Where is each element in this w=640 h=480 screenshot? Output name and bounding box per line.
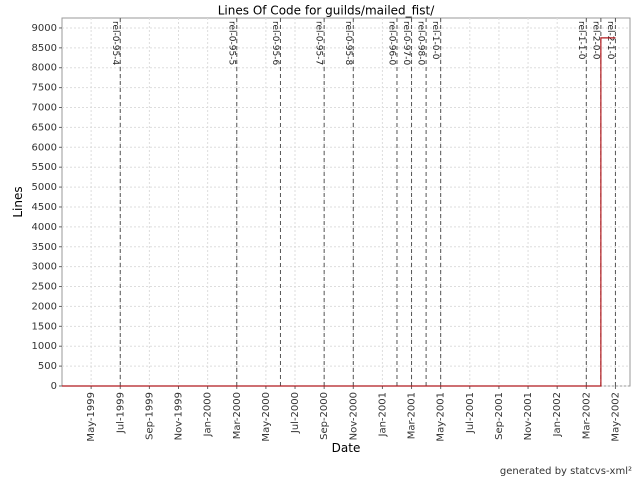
- release-label: rel-0-95-4: [110, 21, 120, 65]
- y-tick-label: 4000: [32, 222, 57, 233]
- release-label: rel-1-1-0: [576, 21, 586, 60]
- release-label: rel-0-96-0: [386, 21, 396, 65]
- x-tick-label: Sep-1999: [144, 392, 155, 440]
- x-tick-label: May-2001: [436, 392, 447, 442]
- y-tick-label: 500: [38, 361, 57, 372]
- x-tick-label: Sep-2001: [494, 392, 505, 440]
- y-tick-label: 3000: [32, 262, 57, 273]
- x-tick-label: Jan-2002: [552, 392, 563, 437]
- y-tick-label: 2500: [32, 282, 57, 293]
- x-tick-label: Nov-2001: [523, 392, 534, 440]
- y-axis-title: Lines: [11, 186, 25, 217]
- y-tick-label: 6000: [32, 142, 57, 153]
- series-line: [62, 37, 616, 387]
- x-tick-label: Mar-2001: [407, 392, 418, 439]
- y-tick-label: 4500: [32, 202, 57, 213]
- release-label: rel-2-1-0: [605, 21, 615, 60]
- x-tick-label: Mar-2000: [232, 392, 243, 439]
- x-tick-label: Mar-2002: [581, 392, 592, 439]
- plot-area: [61, 17, 631, 387]
- y-tick-label: 3500: [32, 242, 57, 253]
- release-label: rel-0-95-8: [343, 21, 353, 65]
- x-tick-label: Jan-2000: [203, 392, 214, 437]
- y-tick-label: 7000: [32, 103, 57, 114]
- y-tick-label: 5500: [32, 162, 57, 173]
- y-tick-label: 1000: [32, 341, 57, 352]
- x-tick-label: Jan-2001: [377, 392, 388, 437]
- release-label: rel-1-0-0: [430, 21, 440, 60]
- y-tick-label: 5000: [32, 182, 57, 193]
- x-axis-title: Date: [332, 441, 361, 455]
- x-tick-label: May-2000: [261, 392, 272, 442]
- x-tick-label: Jul-2000: [290, 392, 301, 434]
- y-tick-label: 8500: [32, 43, 57, 54]
- footer: generated by statcvs-xml²: [500, 466, 632, 477]
- release-label: rel-2-0-0: [590, 21, 600, 60]
- x-tick-label: Jul-2001: [465, 392, 476, 434]
- y-tick-label: 6500: [32, 122, 57, 133]
- release-label: rel-0-95-6: [270, 21, 280, 65]
- x-tick-label: May-1999: [86, 392, 97, 442]
- y-tick-label: 7500: [32, 83, 57, 94]
- x-tick-label: Nov-1999: [174, 392, 185, 440]
- release-label: rel-0-95-5: [226, 21, 236, 65]
- release-label: rel-0-97-0: [401, 21, 411, 65]
- y-tick-label: 2000: [32, 301, 57, 312]
- y-tick-label: 1500: [32, 321, 57, 332]
- chart-title: Lines Of Code for guilds/mailed_fist/: [218, 4, 435, 18]
- x-tick-label: Sep-2000: [319, 392, 330, 440]
- x-tick-label: Nov-2000: [348, 392, 359, 440]
- release-label: rel-0-95-7: [314, 21, 324, 65]
- x-tick-label: Jul-1999: [115, 392, 126, 434]
- y-tick-label: 0: [51, 381, 57, 392]
- y-tick-label: 9000: [32, 23, 57, 34]
- release-label: rel-0-98-0: [416, 21, 426, 65]
- y-tick-label: 8000: [32, 63, 57, 74]
- x-tick-label: May-2002: [610, 392, 621, 442]
